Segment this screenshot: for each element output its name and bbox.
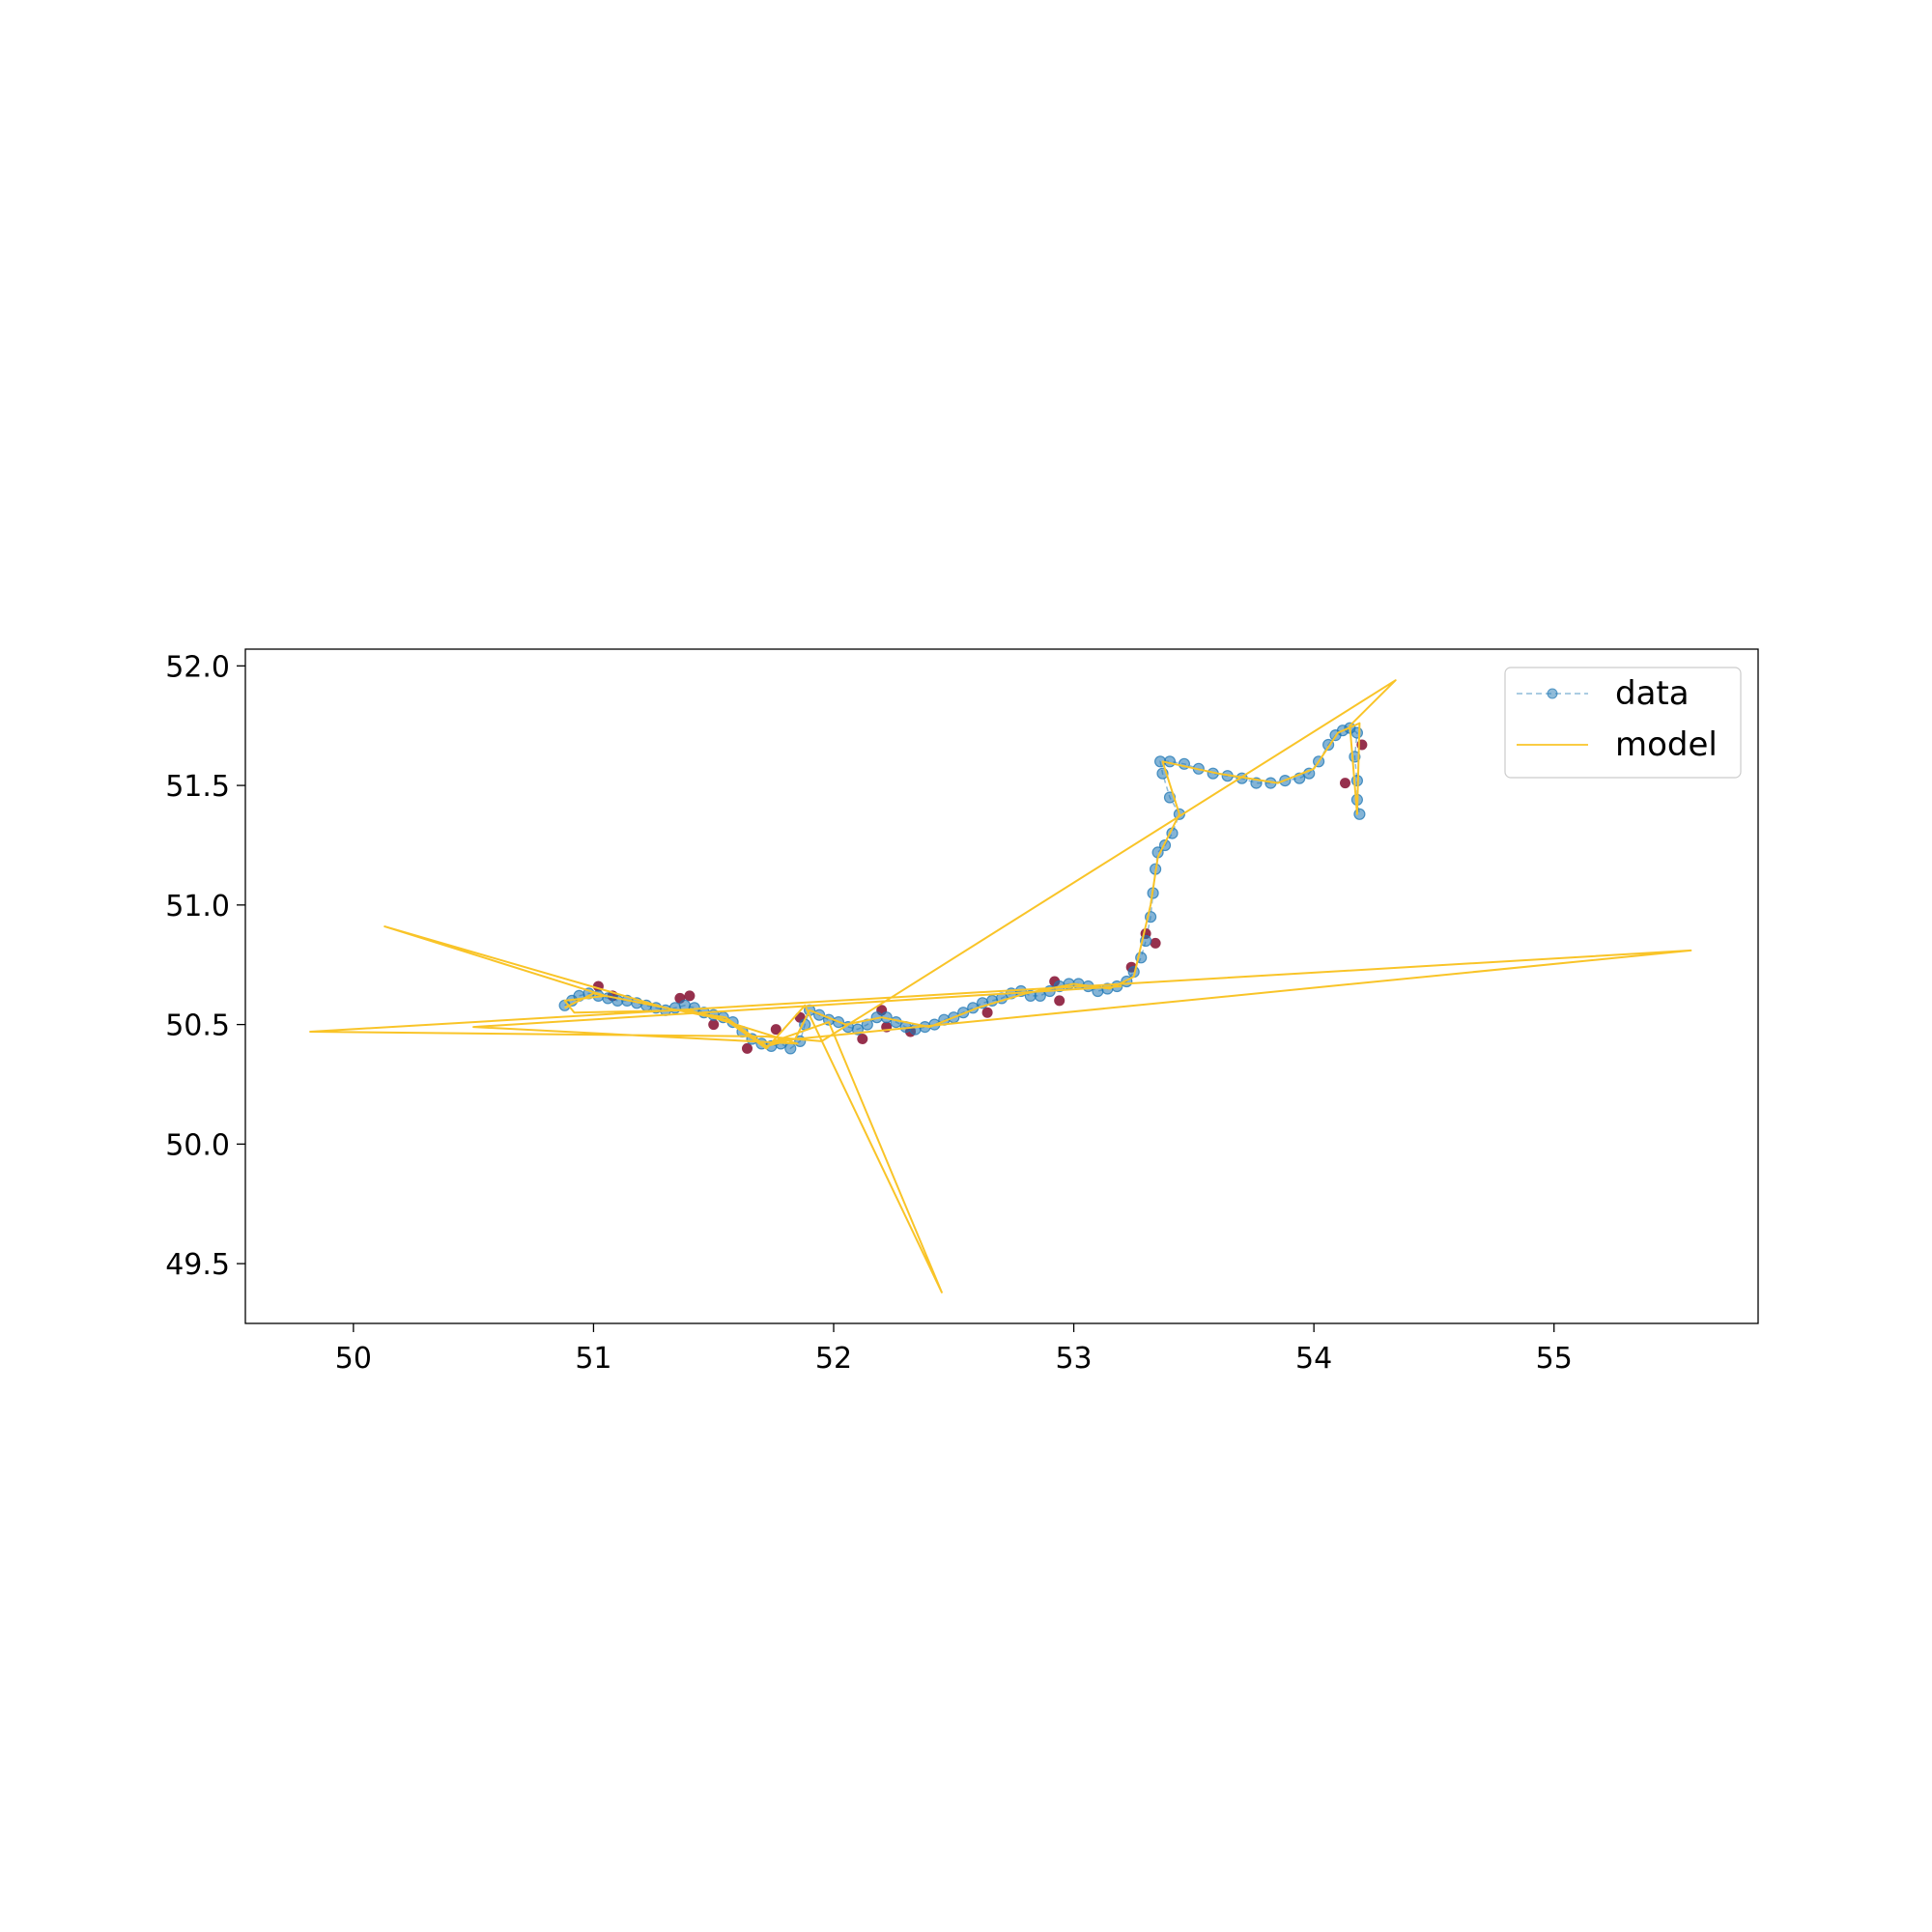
x-tick-label: 55 — [1536, 1342, 1573, 1376]
model-series-line — [309, 679, 1692, 1293]
y-tick-label: 50.0 — [165, 1128, 230, 1162]
y-axis: 49.5 50.0 50.5 51.0 51.5 52.0 — [165, 650, 245, 1282]
legend-data-label: data — [1615, 674, 1690, 713]
outlier-point — [1340, 778, 1350, 789]
y-tick-label: 49.5 — [165, 1248, 230, 1282]
y-tick-label: 51.5 — [165, 770, 230, 804]
plot-area — [309, 679, 1692, 1293]
y-tick-label: 51.0 — [165, 890, 230, 923]
legend-data-marker — [1547, 688, 1558, 699]
y-tick-label: 50.5 — [165, 1009, 230, 1043]
legend-model-label: model — [1615, 725, 1718, 764]
outlier-point — [857, 1034, 868, 1044]
outlier-point — [1150, 937, 1161, 949]
legend-box — [1504, 667, 1742, 779]
x-tick-label: 50 — [335, 1342, 372, 1376]
y-tick-label: 52.0 — [165, 650, 230, 684]
x-tick-label: 53 — [1055, 1342, 1092, 1376]
outlier-point — [770, 1024, 781, 1036]
data-point — [784, 1042, 797, 1055]
x-tick-label: 52 — [815, 1342, 852, 1376]
outlier-point — [1054, 995, 1065, 1007]
x-axis: 50 51 52 53 54 55 — [335, 1323, 1573, 1376]
data-point — [1353, 808, 1366, 820]
outlier-point — [742, 1042, 753, 1054]
data-point — [890, 1015, 902, 1029]
outlier-point — [708, 1019, 720, 1031]
data-point — [861, 1018, 873, 1031]
x-tick-label: 54 — [1295, 1342, 1332, 1376]
outlier-point — [981, 1007, 993, 1018]
outlier-point — [684, 990, 696, 1002]
data-point — [1350, 726, 1364, 739]
axes-frame — [244, 648, 1759, 1324]
legend: data model — [1504, 667, 1742, 779]
x-tick-label: 51 — [575, 1342, 611, 1376]
